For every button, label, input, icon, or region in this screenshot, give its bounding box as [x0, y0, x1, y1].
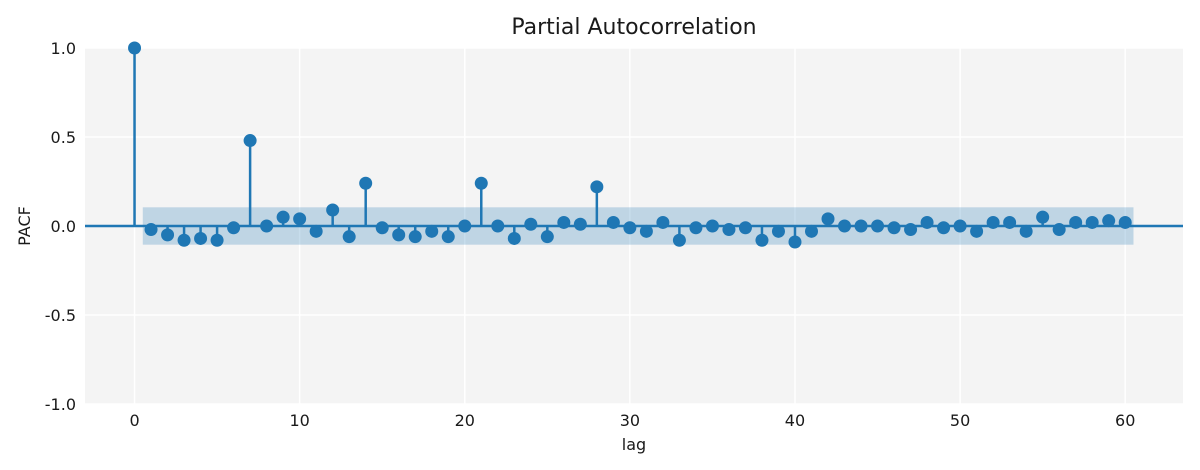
stem-marker: [524, 217, 538, 231]
stem-marker: [359, 176, 373, 190]
stem-marker: [738, 221, 752, 235]
y-tick-label: -1.0: [45, 395, 76, 414]
stem-marker: [854, 219, 868, 233]
y-axis-label: PACF: [15, 206, 34, 246]
stem-marker: [276, 210, 290, 224]
stem-marker: [1019, 224, 1033, 238]
stem-marker: [260, 219, 274, 233]
stem-marker: [425, 224, 439, 238]
stem-marker: [293, 212, 307, 226]
stem-marker: [458, 219, 472, 233]
stem-marker: [309, 224, 323, 238]
stem-marker: [887, 221, 901, 235]
stem-marker: [243, 134, 257, 148]
x-tick-label: 30: [620, 411, 640, 430]
stem-marker: [755, 233, 769, 247]
stem-marker: [573, 217, 587, 231]
stem-marker: [871, 219, 885, 233]
stem-marker: [1085, 215, 1099, 229]
stems: [128, 41, 1132, 249]
stem-marker: [904, 223, 918, 237]
stem-marker: [557, 215, 571, 229]
y-tick-labels: -1.0 -0.5 0.0 0.5 1.0: [45, 39, 76, 414]
y-tick-label: 0.0: [51, 217, 76, 236]
stem-marker: [1003, 215, 1017, 229]
stem-marker: [821, 212, 835, 226]
x-tick-label: 60: [1115, 411, 1135, 430]
stem-marker: [1118, 215, 1132, 229]
stem-marker: [1052, 223, 1066, 237]
stem-marker: [342, 230, 356, 244]
x-tick-labels: 0 10 20 30 40 50 60: [129, 411, 1135, 430]
stem-marker: [788, 235, 802, 249]
stem-marker: [970, 224, 984, 238]
stem-marker: [194, 231, 208, 245]
x-tick-label: 40: [785, 411, 805, 430]
stem-marker: [210, 233, 224, 247]
stem-marker: [920, 215, 934, 229]
stem-marker: [937, 221, 951, 235]
stem-marker: [128, 41, 142, 55]
stem-marker: [606, 215, 620, 229]
stem-marker: [1102, 214, 1116, 228]
x-tick-label: 0: [129, 411, 139, 430]
x-tick-label: 10: [289, 411, 309, 430]
stem-marker: [590, 180, 604, 194]
stem-marker: [986, 215, 1000, 229]
stem-marker: [705, 219, 719, 233]
chart-title: Partial Autocorrelation: [511, 15, 756, 40]
stem-marker: [672, 233, 686, 247]
stem-marker: [1069, 215, 1083, 229]
stem-marker: [1036, 210, 1050, 224]
stem-marker: [491, 219, 505, 233]
stem-marker: [474, 176, 488, 190]
stem-marker: [392, 228, 406, 242]
y-tick-label: 1.0: [51, 39, 76, 58]
stem-marker: [804, 224, 818, 238]
y-tick-label: -0.5: [45, 306, 76, 325]
stem-marker: [161, 228, 175, 242]
stem-marker: [689, 221, 703, 235]
stem-marker: [639, 224, 653, 238]
stem-marker: [375, 221, 389, 235]
stem-marker: [408, 230, 422, 244]
y-tick-label: 0.5: [51, 128, 76, 147]
stem-marker: [771, 224, 785, 238]
stem-marker: [656, 215, 670, 229]
x-axis-label: lag: [622, 435, 646, 454]
stem-marker: [722, 223, 736, 237]
stem-marker: [507, 231, 521, 245]
stem-marker: [540, 230, 554, 244]
stem-marker: [227, 221, 241, 235]
x-tick-label: 50: [950, 411, 970, 430]
stem-marker: [144, 223, 158, 237]
stem-marker: [838, 219, 852, 233]
stem-marker: [953, 219, 967, 233]
stem-marker: [177, 233, 191, 247]
stem-marker: [326, 203, 340, 217]
stem-marker: [623, 221, 637, 235]
stem-marker: [441, 230, 455, 244]
x-tick-label: 20: [455, 411, 475, 430]
